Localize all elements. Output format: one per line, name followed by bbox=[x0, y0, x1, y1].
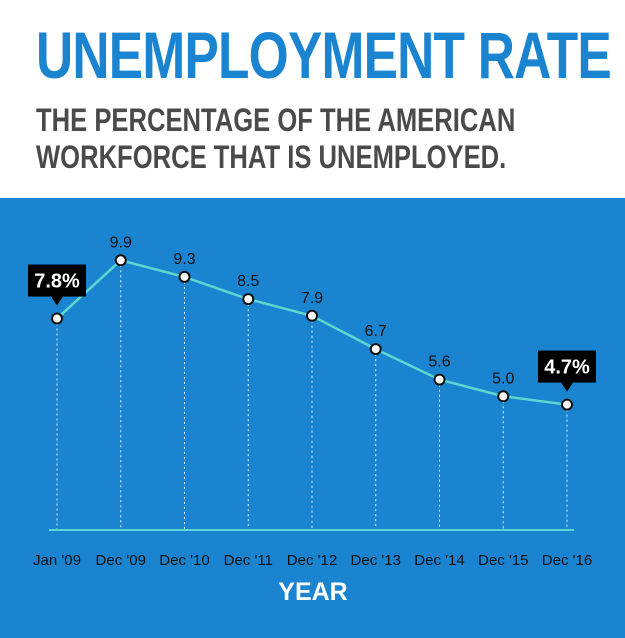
callout-label: 7.8% bbox=[34, 271, 80, 293]
callout: 4.7% bbox=[538, 350, 596, 392]
data-point bbox=[497, 390, 510, 403]
header: UNEMPLOYMENT RATE THE PERCENTAGE OF THE … bbox=[0, 0, 625, 198]
value-label: 8.5 bbox=[237, 273, 259, 290]
data-point bbox=[114, 254, 127, 267]
x-tick-label: Dec '16 bbox=[542, 552, 592, 569]
x-tick-label: Dec '15 bbox=[478, 552, 528, 569]
value-label: 9.3 bbox=[173, 251, 195, 268]
data-point bbox=[51, 312, 63, 325]
data-point bbox=[433, 373, 446, 386]
data-point bbox=[306, 309, 318, 322]
x-tick-label: Jan '09 bbox=[33, 552, 81, 569]
value-labels: 9.9 9.3 8.5 7.9 6.7 5.6 5.0 bbox=[110, 234, 515, 387]
x-tick-label: Dec '14 bbox=[414, 552, 464, 569]
data-point bbox=[242, 293, 255, 306]
chart-panel: 9.9 9.3 8.5 7.9 6.7 5.6 5.0 7.8% 4.7% Jan '09 De… bbox=[0, 198, 625, 638]
x-tick-labels: Jan '09 Dec '09 Dec '10 Dec '11 Dec '12 Dec '… bbox=[33, 552, 592, 569]
callout-box bbox=[28, 264, 86, 297]
value-label: 7.9 bbox=[301, 290, 323, 307]
drop-lines bbox=[56, 260, 568, 530]
value-label: 5.0 bbox=[492, 370, 514, 387]
data-point bbox=[369, 343, 382, 356]
data-point bbox=[178, 270, 191, 283]
value-label: 6.7 bbox=[365, 323, 387, 340]
callouts: 7.8% 4.7% bbox=[28, 264, 596, 392]
callout: 7.8% bbox=[28, 264, 86, 306]
x-axis-title: YEAR bbox=[278, 578, 347, 606]
line-chart: 9.9 9.3 8.5 7.9 6.7 5.6 5.0 7.8% 4.7% Jan '09 De… bbox=[28, 234, 596, 606]
x-tick-label: Dec '09 bbox=[96, 552, 146, 569]
x-tick-label: Dec '11 bbox=[224, 552, 273, 569]
data-point bbox=[561, 398, 573, 411]
value-label: 5.6 bbox=[428, 354, 450, 371]
callout-label: 4.7% bbox=[544, 357, 590, 379]
x-tick-label: Dec '13 bbox=[351, 552, 401, 569]
data-points bbox=[51, 254, 573, 411]
x-tick-label: Dec '12 bbox=[287, 552, 337, 569]
callout-pointer bbox=[561, 382, 573, 392]
x-tick-label: Dec '10 bbox=[159, 552, 209, 569]
callout-pointer bbox=[51, 296, 63, 306]
page-subtitle: THE PERCENTAGE OF THE AMERICAN WORKFORCE… bbox=[36, 102, 516, 175]
page-title: UNEMPLOYMENT RATE bbox=[36, 18, 612, 92]
value-label: 9.9 bbox=[110, 234, 132, 251]
callout-box bbox=[538, 350, 596, 383]
